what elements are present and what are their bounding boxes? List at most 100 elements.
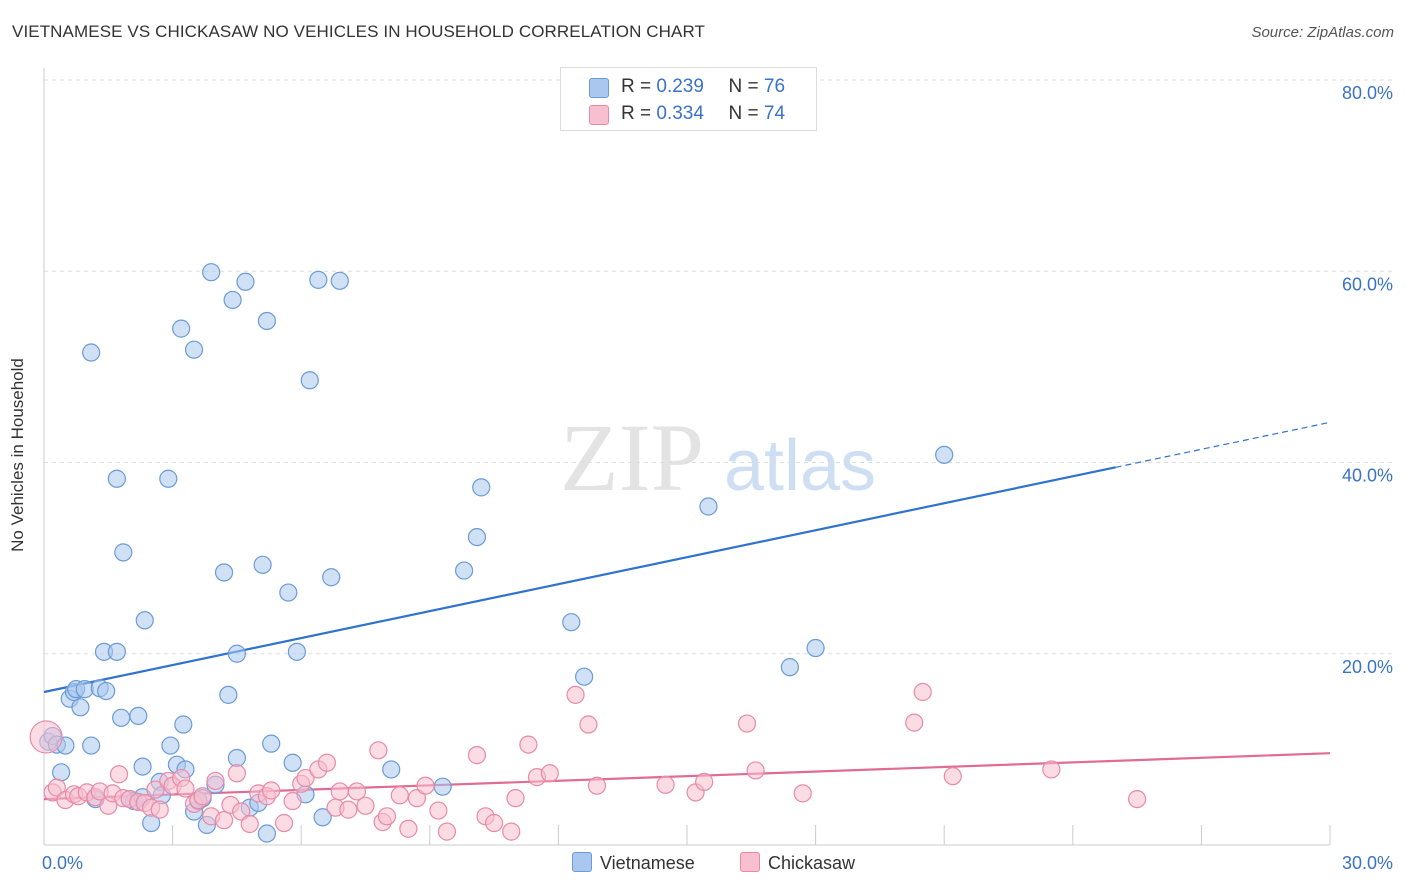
point-chickasaw <box>356 796 375 815</box>
point-vietnamese <box>97 681 116 701</box>
tick-labels: 20.0% 40.0% 60.0% 80.0% 0.0% 30.0% <box>42 83 1393 873</box>
point-chickasaw <box>540 764 559 783</box>
point-chickasaw <box>193 787 212 806</box>
chart-title: VIETNAMESE VS CHICKASAW NO VEHICLES IN H… <box>12 22 706 41</box>
point-chickasaw <box>913 682 932 702</box>
point-chickasaw <box>429 801 448 820</box>
point-vietnamese <box>107 642 126 661</box>
point-chickasaw <box>347 782 367 801</box>
point-vietnamese <box>114 543 133 562</box>
x-tick-label-min: 0.0% <box>42 853 83 873</box>
point-vietnamese <box>283 753 302 772</box>
point-chickasaw <box>206 771 225 791</box>
point-vietnamese <box>129 706 148 726</box>
point-chickasaw <box>330 782 349 801</box>
point-vietnamese <box>227 644 246 663</box>
point-vietnamese <box>262 734 281 753</box>
bottom-legend-swatch-chickasaw <box>740 852 760 872</box>
point-chickasaw <box>227 764 246 783</box>
trendline-vietnamese <box>43 466 1116 694</box>
point-chickasaw <box>519 735 538 754</box>
point-chickasaw <box>1127 789 1147 809</box>
point-chickasaw <box>317 753 337 772</box>
point-chickasaw <box>274 813 294 833</box>
point-vietnamese <box>202 263 221 282</box>
point-chickasaw <box>369 741 388 760</box>
point-chickasaw <box>746 761 765 780</box>
bottom-legend-vietnamese: Vietnamese <box>572 852 695 874</box>
legend-swatch-chickasaw <box>589 105 609 125</box>
point-chickasaw <box>240 814 259 834</box>
point-chickasaw <box>506 789 525 808</box>
point-chickasaw <box>695 772 714 791</box>
point-chickasaw <box>109 765 129 784</box>
point-chickasaw <box>283 791 302 811</box>
point-vietnamese <box>135 611 154 630</box>
point-vietnamese <box>309 270 328 289</box>
point-vietnamese <box>279 583 298 602</box>
point-chickasaw <box>1042 760 1061 779</box>
point-chickasaw <box>437 822 457 841</box>
point-vietnamese <box>780 658 799 677</box>
point-chickasaw <box>214 811 234 830</box>
point-chickasaw <box>416 776 435 795</box>
point-vietnamese <box>227 748 246 768</box>
point-chickasaw <box>262 781 281 800</box>
point-chickasaw <box>176 779 195 798</box>
stats-legend: R = 0.239 N = 76 R = 0.334 N = 74 <box>560 67 817 131</box>
gridlines <box>44 79 1392 655</box>
bottom-legend-label-vietnamese: Vietnamese <box>600 853 695 873</box>
point-chickasaw <box>232 802 251 821</box>
point-vietnamese <box>71 698 90 717</box>
point-vietnamese <box>806 638 825 658</box>
point-chickasaw <box>566 685 585 704</box>
legend-r-value-vietnamese: 0.239 <box>656 76 704 97</box>
point-chickasaw <box>793 784 812 803</box>
point-vietnamese <box>454 561 474 580</box>
point-chickasaw <box>905 713 924 732</box>
point-vietnamese <box>287 642 307 661</box>
point-vietnamese <box>575 667 594 686</box>
point-vietnamese <box>82 343 101 362</box>
point-vietnamese <box>322 568 341 587</box>
legend-n-label: N = <box>728 76 759 97</box>
bottom-legend-chickasaw: Chickasaw <box>740 852 855 874</box>
point-vietnamese <box>161 736 180 755</box>
point-vietnamese <box>257 824 277 843</box>
point-chickasaw <box>737 714 757 733</box>
point-vietnamese <box>257 311 277 331</box>
watermark: ZIP atlas <box>560 404 876 511</box>
point-chickasaw <box>502 822 521 841</box>
point-vietnamese <box>159 469 178 488</box>
x-tick-label-max: 30.0% <box>1342 853 1393 873</box>
point-vietnamese <box>382 760 401 779</box>
point-vietnamese <box>433 777 452 796</box>
y-tick-label: 60.0% <box>1342 274 1393 294</box>
legend-r-label: R = <box>621 76 652 97</box>
point-vietnamese <box>236 272 255 291</box>
point-vietnamese <box>223 290 242 310</box>
y-tick-label: 40.0% <box>1342 466 1393 486</box>
source-credit: Source: ZipAtlas.com <box>1251 24 1394 41</box>
point-vietnamese <box>107 469 126 488</box>
point-vietnamese <box>172 319 191 338</box>
point-chickasaw <box>296 768 315 788</box>
data-points <box>29 263 1147 843</box>
point-vietnamese <box>467 527 487 547</box>
point-vietnamese <box>562 613 581 632</box>
point-vietnamese <box>219 685 238 704</box>
point-chickasaw <box>467 746 487 765</box>
point-vietnamese <box>75 680 94 699</box>
point-chickasaw <box>377 807 397 826</box>
y-tick-label: 20.0% <box>1342 657 1393 677</box>
point-vietnamese <box>935 445 954 464</box>
point-chickasaw <box>407 789 427 808</box>
point-vietnamese <box>82 736 101 755</box>
legend-n-label: N = <box>728 103 759 124</box>
point-vietnamese <box>313 808 332 827</box>
point-vietnamese <box>699 497 718 516</box>
point-vietnamese <box>52 763 71 782</box>
point-vietnamese <box>330 271 349 290</box>
point-chickasaw <box>47 778 66 797</box>
